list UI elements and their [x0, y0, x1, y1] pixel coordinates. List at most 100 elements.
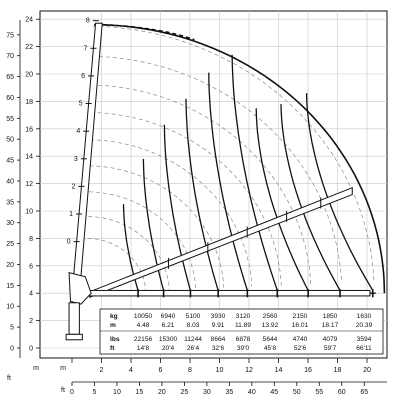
x-tick-label-m: 6 [159, 367, 163, 374]
load-table-cell: 66'11 [356, 345, 372, 352]
load-table-row-label: ft [110, 345, 115, 352]
x-tick-label-ft: 50 [293, 389, 301, 396]
load-table-cell: 59'7 [324, 345, 337, 352]
y-unit-m: m [33, 365, 39, 372]
load-table-cell: 11244 [184, 336, 202, 343]
reach-arc [91, 84, 312, 285]
boom-segment-label: 0 [67, 239, 71, 246]
y-tick-label-m: 0 [29, 346, 33, 353]
x-tick-label-m: 18 [334, 367, 342, 374]
load-table-cell: 26'4 [187, 345, 200, 352]
y-tick-label-ft: 50 [6, 137, 14, 144]
x-tick-label-ft: 20 [158, 389, 166, 396]
x-tick-label-ft: 30 [203, 389, 211, 396]
load-table: kg 10050 6940 5100 3930 3120 2560 2150 1850 1630 m… [99, 308, 384, 355]
boom-segment-label: 4 [76, 128, 80, 135]
load-table-cell: 14'8 [137, 345, 150, 352]
y-tick-label-ft: 70 [6, 53, 14, 60]
x-tick-label-ft: 65 [360, 389, 368, 396]
load-table-cell: 3594 [357, 336, 372, 343]
y-tick-label-m: 6 [29, 263, 33, 270]
load-table-cell: 6.21 [162, 322, 175, 329]
load-curve [208, 72, 249, 291]
load-curve [305, 93, 374, 291]
load-table-cell: 18.17 [322, 322, 339, 329]
reach-arc [92, 25, 375, 282]
load-table-cell: 32'6 [212, 345, 225, 352]
load-table-cell: 6878 [236, 336, 251, 343]
y-tick-label-m: 14 [25, 154, 33, 161]
y-tick-label-m: 4 [29, 291, 33, 298]
boom-horizontal [89, 289, 371, 297]
crane-turret [68, 271, 92, 305]
x-tick-label-ft: 60 [338, 389, 346, 396]
y-tick-label-ft: 75 [6, 32, 14, 39]
x-tick-label-ft: 40 [248, 389, 256, 396]
load-table-cell: 2560 [263, 313, 278, 320]
load-table-cell: 15300 [159, 336, 178, 343]
y-tick-label-m: 2 [29, 318, 33, 325]
y-tick-label-m: 8 [29, 236, 33, 243]
y-tick-label-ft: 60 [6, 95, 14, 102]
load-curve [163, 124, 192, 291]
x-tick-label-ft: 0 [70, 389, 74, 396]
load-table-cell: 39'0 [237, 345, 250, 352]
load-table-cell: 45'8 [264, 345, 277, 352]
y-tick-label-m: 10 [25, 209, 33, 216]
boom-segment-label: 5 [79, 101, 83, 108]
load-table-cell: 20.39 [356, 322, 373, 329]
load-table-cell: 13.92 [262, 322, 279, 329]
y-tick-label-ft: 35 [6, 199, 14, 206]
reach-arc [90, 139, 253, 287]
load-curve [185, 98, 219, 291]
y-tick-label-m: 12 [25, 181, 33, 188]
load-table-cell: 4079 [323, 336, 338, 343]
load-table-cell: 1630 [357, 313, 372, 320]
booms: 0 1 2 3 4 5 6 7 8 [67, 18, 374, 299]
x-tick-label-m: 2 [100, 367, 104, 374]
x-tick-label-ft: 45 [270, 389, 278, 396]
boom-segment-label: 3 [74, 156, 78, 163]
x-tick-label-m: 8 [188, 367, 192, 374]
load-table-cell: 20'4 [162, 345, 175, 352]
load-table-cell: 2150 [293, 313, 308, 320]
y-unit-ft: ft [7, 375, 11, 382]
x-tick-label-ft: 35 [225, 389, 233, 396]
x-unit-ft: ft [61, 387, 65, 394]
envelope-dashed-top [102, 23, 195, 41]
y-tick-label-ft: 65 [6, 74, 14, 81]
y-tick-label-ft: 30 [6, 220, 14, 227]
y-tick-label-ft: 20 [6, 262, 14, 269]
x-tick-label-m: 20 [363, 367, 371, 374]
boom-segment-label: 6 [81, 73, 85, 80]
reach-arc [88, 216, 170, 290]
y-tick-label-ft: 15 [6, 283, 14, 290]
reach-arc [88, 191, 197, 289]
y-tick-label-ft: 0 [10, 346, 14, 353]
y-tick-label-m: 18 [25, 99, 33, 106]
load-table-cell: 16.01 [292, 322, 309, 329]
boom-segment-label: 1 [69, 211, 73, 218]
y-tick-label-ft: 45 [6, 158, 14, 165]
y-tick-label-m: 20 [25, 72, 33, 79]
load-table-cell: 10050 [134, 313, 153, 320]
reach-arc [91, 55, 343, 284]
load-table-cell: 5644 [263, 336, 278, 343]
y-tick-label-ft: 5 [10, 325, 14, 332]
y-tick-label-ft: 55 [6, 116, 14, 123]
load-table-cell: 8664 [211, 336, 226, 343]
x-tick-label-m: 4 [129, 367, 133, 374]
boom-segment-label: 8 [86, 18, 90, 25]
boom-segment-label: 2 [72, 183, 76, 190]
y-tick-label-ft: 25 [6, 241, 14, 248]
crane-foot [65, 333, 83, 341]
x-unit-m: m [60, 365, 66, 372]
load-table-cell: 11.89 [235, 322, 251, 329]
load-curve [255, 108, 309, 291]
x-tick-label-m: 14 [275, 367, 283, 374]
load-curve [231, 54, 278, 291]
crane-column [68, 302, 80, 335]
y-tick-label-m: 24 [25, 17, 33, 24]
